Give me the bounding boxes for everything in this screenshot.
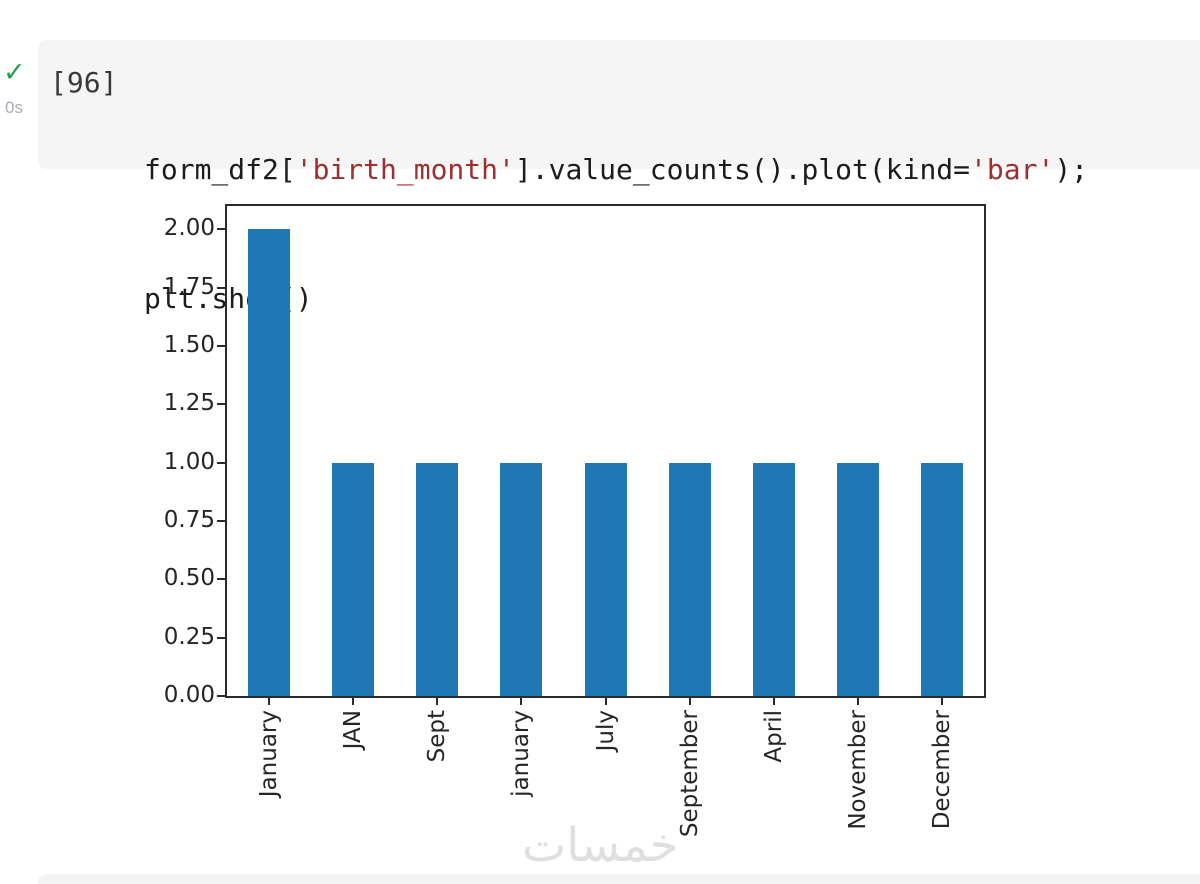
x-tick-label: JAN [340, 710, 366, 750]
x-tick-label: January [256, 710, 282, 798]
x-tick-mark [268, 698, 270, 705]
code-token-plain: ); [1054, 153, 1089, 186]
code-cell[interactable]: [96] [38, 40, 1200, 169]
y-tick-mark [217, 403, 225, 405]
bar-April [753, 463, 795, 696]
code-token-string: 'bar' [970, 153, 1055, 186]
x-tick-mark [520, 698, 522, 705]
y-tick-mark [217, 578, 225, 580]
code-token-string: 'birth_month' [295, 153, 515, 186]
x-tick-mark [605, 698, 607, 705]
code-token-plain: form_df2[ [144, 153, 296, 186]
x-tick-mark [857, 698, 859, 705]
bar-January [248, 229, 290, 696]
bar-July [585, 463, 627, 696]
x-tick-mark [352, 698, 354, 705]
x-tick-label: April [761, 710, 787, 763]
y-tick-mark [217, 228, 225, 230]
y-tick-label: 0.50 [163, 565, 215, 591]
bar-November [837, 463, 879, 696]
cell-execution-duration: 0s [5, 98, 23, 117]
x-tick-label: january [508, 710, 534, 797]
y-tick-mark [217, 287, 225, 289]
x-tick-label: December [929, 710, 955, 830]
bar-january [500, 463, 542, 696]
bar-December [921, 463, 963, 696]
x-tick-label: July [593, 710, 619, 752]
y-tick-mark [217, 695, 225, 697]
x-tick-label: November [845, 710, 871, 830]
y-tick-label: 0.75 [163, 507, 215, 533]
code-token-plain: ].value_counts().plot(kind= [514, 153, 971, 186]
y-tick-label: 0.00 [163, 682, 215, 708]
x-tick-label: September [677, 710, 703, 838]
y-tick-mark [217, 520, 225, 522]
x-tick-label: Sept [424, 710, 450, 763]
cell-success-check-icon: ✓ [3, 57, 26, 88]
bar-JAN [332, 463, 374, 696]
bar-Sept [416, 463, 458, 696]
y-tick-mark [217, 345, 225, 347]
execution-count-badge[interactable]: [96] [50, 66, 118, 99]
y-tick-mark [217, 637, 225, 639]
y-tick-label: 1.50 [163, 332, 215, 358]
next-cell-top-edge[interactable] [38, 874, 1200, 884]
y-tick-label: 2.00 [163, 215, 215, 241]
y-tick-mark [217, 462, 225, 464]
x-tick-mark [773, 698, 775, 705]
bar-September [669, 463, 711, 696]
y-tick-label: 1.25 [163, 390, 215, 416]
x-tick-mark [941, 698, 943, 705]
x-tick-mark [436, 698, 438, 705]
code-line-1[interactable]: form_df2['birth_month'].value_counts().p… [144, 148, 1088, 191]
x-tick-mark [689, 698, 691, 705]
y-tick-label: 1.75 [163, 274, 215, 300]
code-editor[interactable]: form_df2['birth_month'].value_counts().p… [144, 62, 1088, 363]
plot-area [225, 204, 986, 698]
y-tick-label: 1.00 [163, 449, 215, 475]
y-tick-label: 0.25 [163, 624, 215, 650]
khamsat-watermark: خمسات [522, 818, 679, 873]
